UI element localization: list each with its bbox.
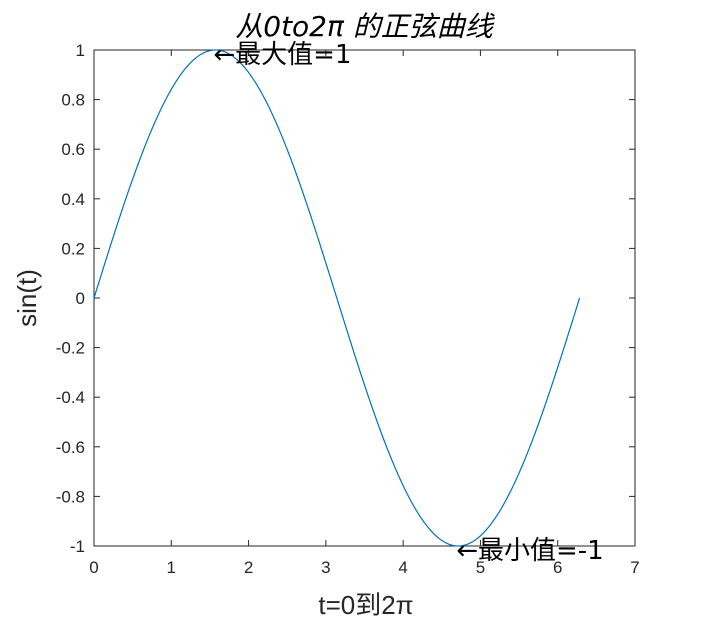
x-tick-label: 3 bbox=[321, 558, 330, 577]
annotation-max: ←最大值=1 bbox=[213, 40, 351, 70]
y-tick-label: 0.8 bbox=[61, 91, 85, 110]
y-axis: -1 -0.8 -0.6 -0.4 -0.2 0 0.2 0.4 0.6 0.8 1 bbox=[56, 41, 635, 556]
y-tick-label: -0.4 bbox=[56, 388, 85, 407]
y-tick-label: -1 bbox=[70, 537, 85, 556]
y-tick-label: 0.2 bbox=[61, 239, 85, 258]
x-tick-label: 0 bbox=[89, 558, 98, 577]
series-line-sin bbox=[93, 49, 581, 547]
y-tick-label: 1 bbox=[76, 41, 85, 60]
annotation-min: ←最小值=-1 bbox=[456, 536, 603, 566]
y-axis-label: sin(t) bbox=[12, 269, 42, 327]
y-tick-label: -0.8 bbox=[56, 487, 85, 506]
x-tick-label: 5 bbox=[476, 558, 485, 577]
y-tick-label: 0.4 bbox=[61, 190, 85, 209]
x-axis-label: t=0到2π bbox=[318, 590, 413, 620]
x-tick-label: 4 bbox=[398, 558, 407, 577]
x-tick-label: 2 bbox=[244, 558, 253, 577]
x-tick-label: 1 bbox=[167, 558, 176, 577]
y-tick-label: 0 bbox=[76, 289, 85, 308]
y-tick-label: 0.6 bbox=[61, 140, 85, 159]
x-axis: 0 1 2 3 4 5 6 7 bbox=[89, 50, 640, 577]
x-tick-label: 6 bbox=[553, 558, 562, 577]
y-tick-label: -0.2 bbox=[56, 339, 85, 358]
plot-area-frame bbox=[93, 49, 636, 547]
y-tick-label: -0.6 bbox=[56, 438, 85, 457]
chart-title: 从0to2π 的正弦曲线 bbox=[235, 10, 495, 43]
x-tick-label: 7 bbox=[630, 558, 639, 577]
